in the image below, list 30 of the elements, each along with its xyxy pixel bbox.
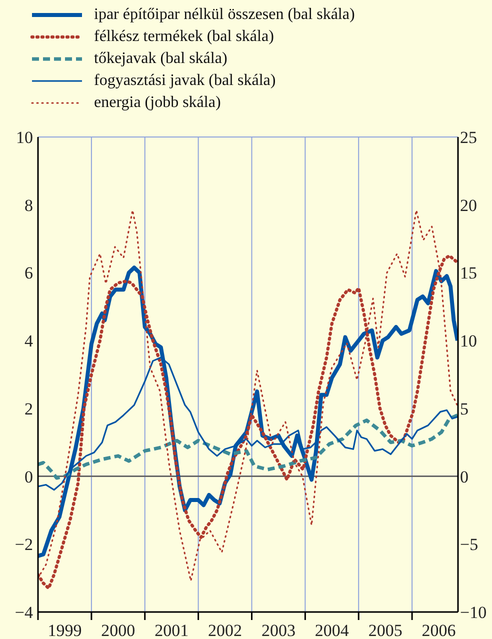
- x-tick-label: 2002: [208, 621, 242, 639]
- x-tick-label: 1999: [48, 621, 82, 639]
- x-tick-label: 2005: [368, 621, 402, 639]
- y-tick-label: 10: [16, 128, 33, 147]
- legend-label: félkész termékek (bal skála): [94, 28, 274, 46]
- y2-tick-label: 20: [460, 196, 477, 215]
- y2-tick-label: 5: [460, 399, 468, 418]
- y2-tick-label: 15: [460, 264, 477, 283]
- y2-tick-label: −10: [460, 603, 487, 622]
- legend-label: fogyasztási javak (bal skála): [94, 72, 276, 90]
- y-tick-label: −2: [14, 535, 33, 554]
- y-tick-label: −4: [14, 603, 34, 622]
- y2-tick-label: 0: [460, 467, 468, 486]
- y2-tick-label: 25: [460, 128, 477, 147]
- x-tick-label: 2001: [154, 621, 189, 639]
- x-tick-label: 2000: [101, 621, 136, 639]
- line-series: [38, 413, 458, 480]
- y-tick-label: 6: [24, 264, 33, 283]
- x-tick-label: 2006: [422, 621, 456, 639]
- y-tick-label: 0: [24, 467, 33, 486]
- x-tick-label: 2003: [261, 621, 296, 639]
- legend-label: ipar építőipar nélkül összesen (bal skála): [94, 6, 355, 24]
- x-tick-label: 2004: [314, 621, 350, 639]
- y2-tick-label: −5: [460, 535, 478, 554]
- y-tick-label: 8: [24, 196, 33, 215]
- y-tick-label: 4: [24, 332, 34, 351]
- legend-label: energia (jobb skála): [94, 94, 221, 112]
- y-tick-label: 2: [24, 399, 33, 418]
- y2-tick-label: 10: [460, 332, 477, 351]
- legend-label: tőkejavak (bal skála): [94, 50, 228, 68]
